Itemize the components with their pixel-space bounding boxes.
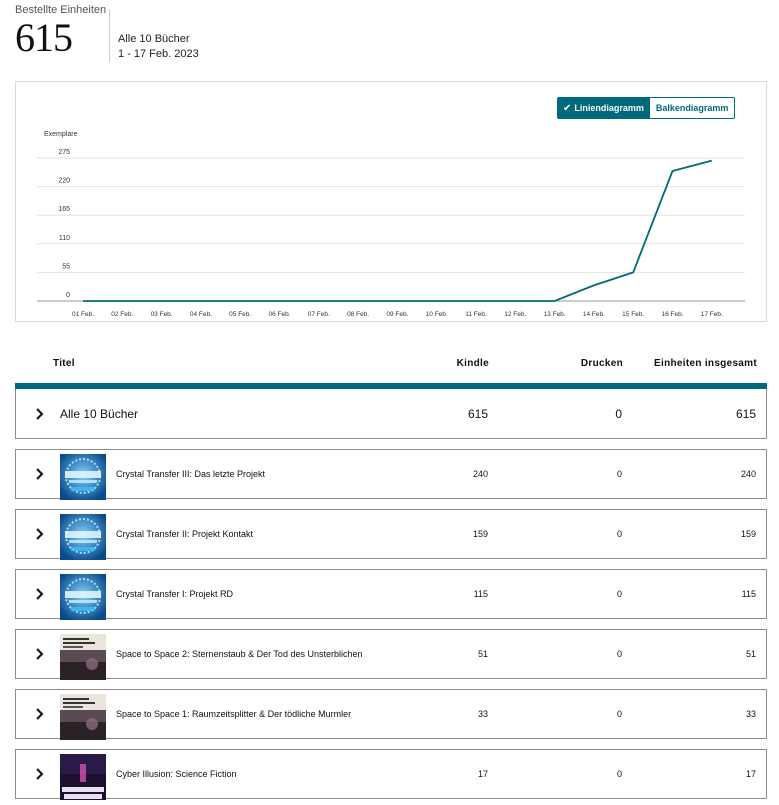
x-tick-label: 12 Feb. [504, 311, 526, 318]
column-header-title[interactable]: Titel [53, 358, 75, 369]
x-tick-label: 02 Feb. [111, 311, 133, 318]
table-header: Titel Kindle Drucken Einheiten insgesamt [15, 356, 767, 374]
book-cover-thumbnail [60, 754, 106, 800]
table-row[interactable]: Space to Space 1: Raumzeitsplitter & Der… [15, 689, 767, 740]
table-row[interactable]: Space to Space 2: Sternenstaub & Der Tod… [15, 629, 767, 680]
book-total-units: 240 [740, 469, 756, 479]
book-kindle-units: 240 [472, 469, 488, 479]
checkmark-icon: ✔ [563, 103, 572, 114]
x-tick-label: 08 Feb. [347, 311, 369, 318]
book-total-units: 17 [745, 769, 756, 779]
book-title: Space to Space 1: Raumzeitsplitter & Der… [116, 709, 352, 719]
x-tick-label: 06 Feb. [268, 311, 290, 318]
x-tick-label: 15 Feb. [622, 311, 644, 318]
chevron-right-icon[interactable] [35, 528, 45, 540]
book-print-units: 0 [616, 529, 622, 539]
book-total-units: 51 [745, 649, 756, 659]
x-tick-label: 10 Feb. [426, 311, 448, 318]
book-kindle-units: 115 [473, 589, 488, 599]
book-kindle-units: 159 [472, 529, 488, 539]
book-print-units: 0 [616, 709, 622, 719]
y-tick-label: 275 [58, 149, 70, 156]
summary-scope-books: Alle 10 Bücher [118, 33, 190, 45]
book-print-units: 0 [616, 769, 622, 779]
total-row-total: 615 [735, 406, 756, 421]
book-kindle-units: 51 [477, 649, 488, 659]
x-tick-label: 14 Feb. [583, 311, 605, 318]
x-tick-label: 09 Feb. [386, 311, 408, 318]
x-tick-label: 07 Feb. [308, 311, 330, 318]
bar-chart-toggle-button[interactable]: Balkendiagramm [649, 98, 735, 118]
table-row-total[interactable]: Alle 10 Bücher 615 0 615 [15, 389, 767, 439]
line-chart: Exemplare 0 55 110 165 220 275 01 Feb. 02 Feb. 03… [37, 131, 745, 318]
book-print-units: 0 [616, 469, 622, 479]
table-row[interactable]: Crystal Transfer II: Projekt Kontakt 159 0… [15, 509, 767, 560]
book-print-units: 0 [616, 649, 622, 659]
summary-total: 615 [15, 15, 73, 60]
book-title: Crystal Transfer II: Projekt Kontakt [116, 529, 254, 539]
summary-divider [109, 10, 110, 62]
book-total-units: 33 [745, 709, 756, 719]
summary-date-range: 1 - 17 Feb. 2023 [118, 48, 199, 60]
chevron-right-icon[interactable] [35, 768, 45, 780]
book-kindle-units: 33 [477, 709, 488, 719]
table-row[interactable]: Crystal Transfer I: Projekt RD 115 0 115 [15, 569, 767, 620]
x-tick-label: 13 Feb. [544, 311, 566, 318]
total-row-print: 0 [615, 406, 622, 421]
x-tick-label: 11 Feb. [465, 311, 487, 318]
book-cover-thumbnail [60, 634, 106, 680]
y-tick-label: 165 [58, 206, 70, 213]
total-row-kindle: 615 [467, 406, 488, 421]
book-cover-thumbnail [60, 514, 106, 560]
x-tick-label: 16 Feb. [661, 311, 683, 318]
line-chart-toggle-button[interactable]: ✔ Liniendiagramm [558, 98, 650, 118]
total-row-title: Alle 10 Bücher [60, 406, 139, 421]
chevron-right-icon[interactable] [35, 407, 45, 420]
x-tick-label: 01 Feb. [72, 311, 94, 318]
chart-panel: Exemplare 0 55 110 165 220 275 01 Feb. 02 Feb. 03… [15, 81, 767, 322]
y-axis-label: Exemplare [44, 131, 78, 138]
chevron-right-icon[interactable] [35, 708, 45, 720]
y-tick-label: 110 [59, 235, 70, 242]
column-header-total[interactable]: Einheiten insgesamt [654, 358, 757, 369]
book-total-units: 115 [741, 589, 756, 599]
series-line [83, 159, 713, 302]
book-print-units: 0 [616, 589, 622, 599]
summary-block: Bestellte Einheiten 615 Alle 10 Bücher 1… [15, 4, 199, 62]
book-title: Cyber Illusion: Science Fiction [116, 769, 237, 779]
book-total-units: 159 [740, 529, 756, 539]
book-cover-thumbnail [60, 694, 106, 740]
line-chart-toggle-label: Liniendiagramm [574, 103, 644, 113]
book-cover-thumbnail [60, 574, 106, 620]
book-title: Space to Space 2: Sternenstaub & Der Tod… [116, 649, 363, 659]
book-title: Crystal Transfer I: Projekt RD [116, 589, 234, 599]
chevron-right-icon[interactable] [35, 468, 45, 480]
table-header-accent-bar [15, 383, 767, 389]
chevron-right-icon[interactable] [35, 648, 45, 660]
chart-type-toggle: ✔ Liniendiagramm Balkendiagramm [557, 97, 736, 119]
x-tick-label: 05 Feb. [229, 311, 251, 318]
column-header-kindle[interactable]: Kindle [456, 358, 489, 369]
y-tick-label: 0 [66, 292, 70, 299]
y-tick-label: 220 [58, 178, 70, 185]
column-header-print[interactable]: Drucken [580, 358, 623, 369]
book-kindle-units: 17 [477, 769, 488, 779]
x-tick-label: 17 Feb. [701, 311, 723, 318]
chevron-right-icon[interactable] [35, 588, 45, 600]
y-tick-label: 55 [62, 263, 70, 270]
book-cover-thumbnail [60, 454, 106, 500]
summary-label: Bestellte Einheiten [15, 4, 107, 16]
table-row[interactable]: Cyber Illusion: Science Fiction 17 0 17 [15, 749, 767, 800]
x-tick-label: 03 Feb. [151, 311, 173, 318]
x-tick-label: 04 Feb. [190, 311, 212, 318]
book-title: Crystal Transfer III: Das letzte Projekt [116, 469, 266, 479]
summary-scope: Alle 10 Bücher 1 - 17 Feb. 2023 [118, 32, 199, 62]
table-row[interactable]: Crystal Transfer III: Das letzte Projekt… [15, 449, 767, 500]
